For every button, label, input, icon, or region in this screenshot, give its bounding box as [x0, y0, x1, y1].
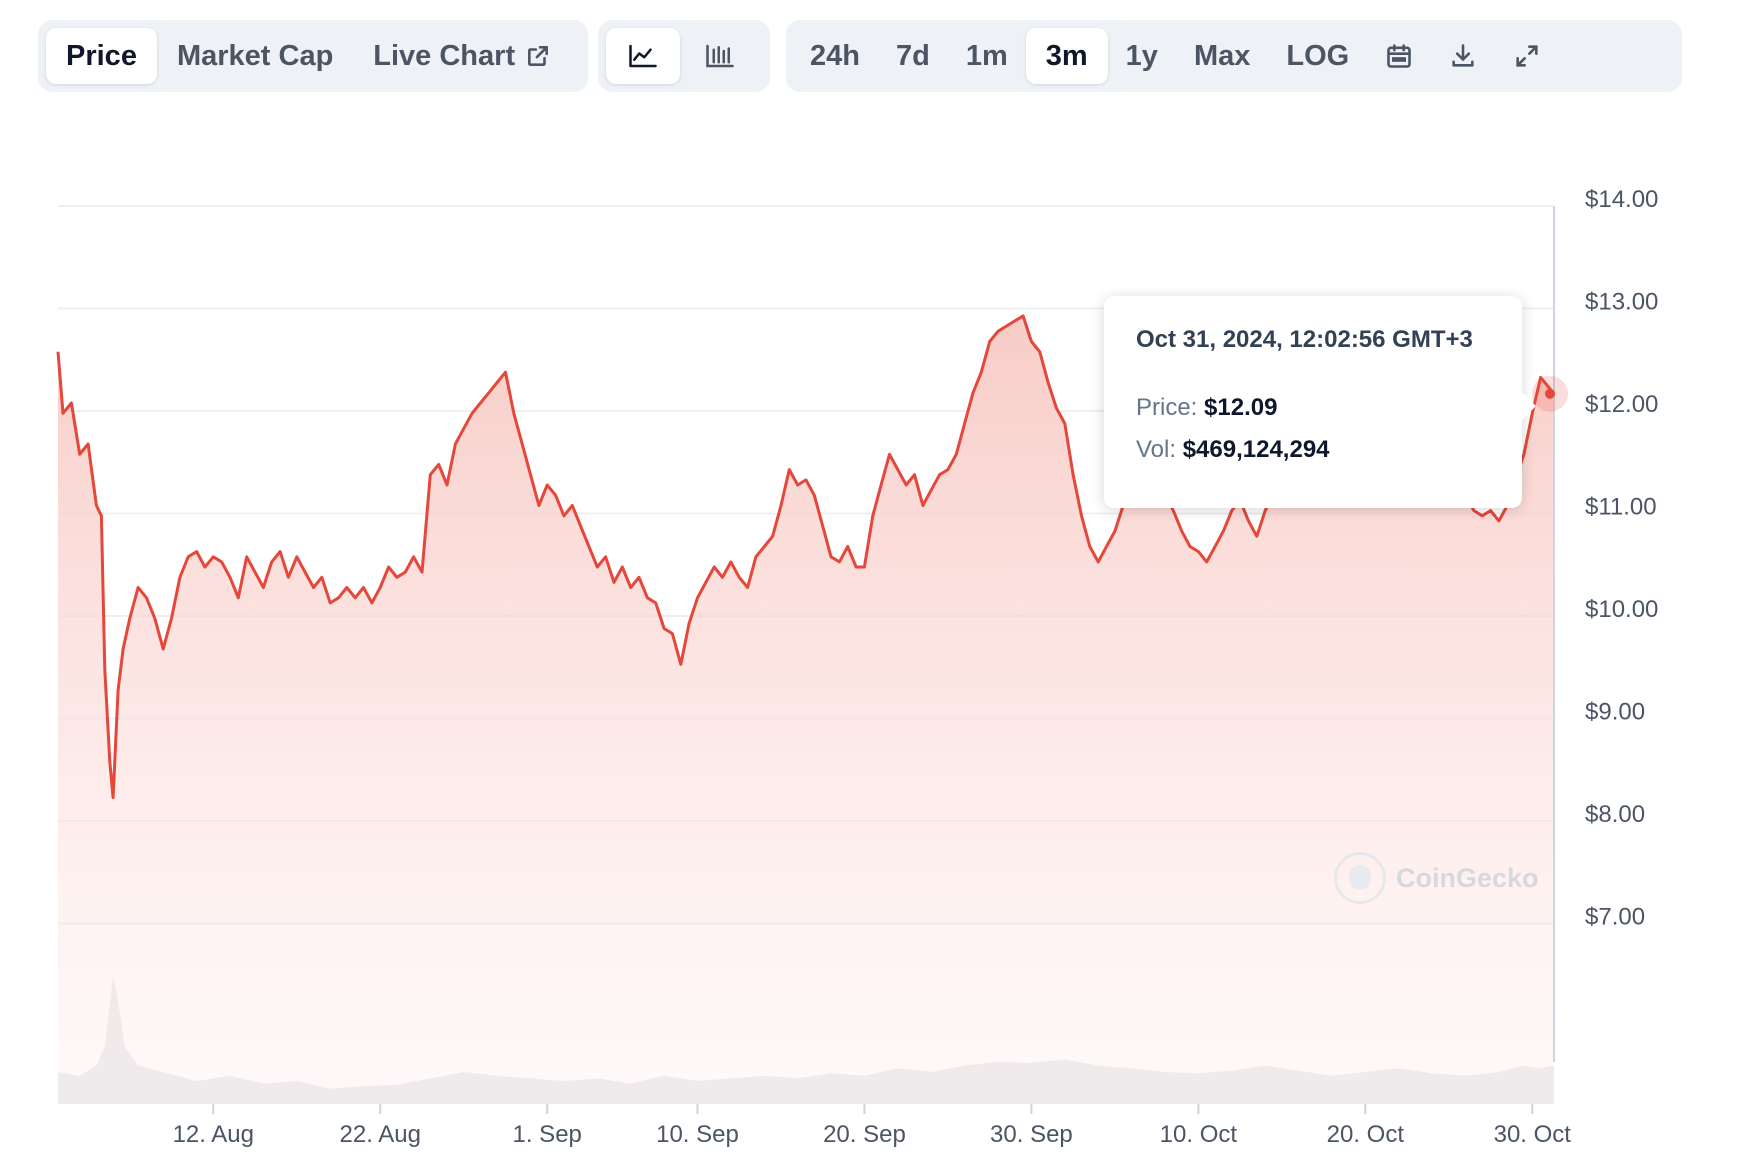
tab-market-cap-label: Market Cap [176, 39, 334, 72]
coingecko-logo-icon [1334, 852, 1386, 904]
tooltip-date: Oct 31, 2024, 12:02:56 GMT+3 [1136, 326, 1473, 353]
tab-price[interactable]: Price [46, 28, 157, 84]
range-3m[interactable]: 3m [1025, 28, 1108, 84]
tooltip-price-value: $12.09 [1204, 394, 1278, 421]
watermark: CoinGecko [1334, 852, 1539, 904]
download-icon [1452, 44, 1474, 67]
x-tick-label: 12. Aug [173, 1121, 254, 1148]
highlight-marker [1532, 375, 1568, 412]
y-tick-label: $9.00 [1585, 699, 1645, 726]
y-tick-label: $12.00 [1585, 391, 1658, 418]
y-tick-label: $11.00 [1585, 494, 1657, 521]
y-tick-label: $13.00 [1585, 289, 1658, 316]
tooltip-price-label: Price: [1136, 394, 1198, 421]
tab-live-chart-label: Live Chart [373, 39, 516, 72]
tooltip-vol-label: Vol: [1136, 436, 1177, 463]
tooltip-vol-row: Vol: $469,124,294 [1136, 436, 1490, 464]
fullscreen-button[interactable] [1495, 28, 1559, 84]
tooltip-price-row: Price: $12.09 [1136, 394, 1490, 422]
candlestick-chart-button[interactable] [680, 28, 760, 84]
x-tick-label: 10. Sep [656, 1121, 739, 1148]
log-scale-toggle[interactable]: LOG [1268, 28, 1367, 84]
y-tick-label: $14.00 [1585, 186, 1658, 213]
x-axis: 12. Aug 22. Aug 1. Sep 10. Sep 20. Sep 30. Se… [173, 1104, 1572, 1148]
y-tick-label: $10.00 [1585, 596, 1658, 623]
chart-tooltip: Oct 31, 2024, 12:02:56 GMT+3 Price: $12.… [1104, 296, 1522, 508]
range-24h[interactable]: 24h [792, 28, 878, 84]
x-tick-label: 30. Sep [990, 1121, 1073, 1148]
x-tick-label: 20. Sep [823, 1121, 906, 1148]
chart-type-group [598, 20, 770, 92]
range-group: 24h 7d 1m 3m 1y Max LOG [786, 20, 1682, 92]
tooltip-vol-value: $469,124,294 [1182, 436, 1330, 463]
tab-price-label: Price [66, 39, 137, 72]
price-area-fill [58, 315, 1554, 1104]
y-tick-label: $7.00 [1585, 904, 1645, 931]
x-tick-label: 30. Oct [1494, 1121, 1572, 1148]
fullscreen-icon [1516, 45, 1538, 67]
x-tick-label: 1. Sep [513, 1121, 582, 1148]
range-1y-label: 1y [1125, 39, 1158, 72]
candlestick-chart-icon [706, 44, 734, 68]
tooltip-arrow [1520, 390, 1536, 422]
line-chart-icon [629, 44, 657, 68]
external-link-icon [528, 46, 549, 66]
download-button[interactable] [1431, 28, 1495, 84]
range-max[interactable]: Max [1176, 28, 1268, 84]
log-scale-label: LOG [1286, 39, 1350, 72]
tab-market-cap[interactable]: Market Cap [157, 28, 353, 84]
view-tabs-group: Price Market Cap Live Chart [38, 20, 588, 92]
range-3m-label: 3m [1045, 39, 1088, 72]
range-1m[interactable]: 1m [948, 28, 1026, 84]
range-max-label: Max [1193, 39, 1251, 72]
range-1y[interactable]: 1y [1108, 28, 1176, 84]
tab-live-chart[interactable]: Live Chart [353, 28, 571, 84]
y-tick-label: $8.00 [1585, 801, 1645, 828]
calendar-button[interactable] [1367, 28, 1431, 84]
y-axis: $14.00 $13.00 $12.00 $11.00 $10.00 $9.00 $8.00… [1585, 186, 1658, 931]
range-7d[interactable]: 7d [878, 28, 948, 84]
x-tick-label: 22. Aug [340, 1121, 421, 1148]
range-7d-label: 7d [895, 39, 930, 72]
watermark-text: CoinGecko [1396, 862, 1539, 893]
range-1m-label: 1m [965, 39, 1008, 72]
highlight-dot [1545, 388, 1555, 399]
x-tick-label: 20. Oct [1327, 1121, 1405, 1148]
range-24h-label: 24h [810, 39, 860, 72]
calendar-icon [1387, 44, 1411, 68]
price-area [58, 315, 1554, 1104]
x-tick-label: 10. Oct [1160, 1121, 1238, 1148]
line-chart-button[interactable] [606, 28, 680, 84]
